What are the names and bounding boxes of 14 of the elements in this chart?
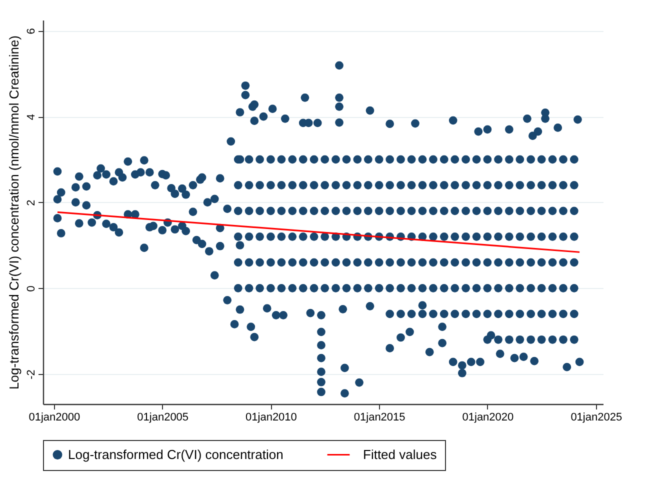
- y-tick-label: 6: [26, 28, 38, 34]
- x-tick-label: 01jan2025: [570, 412, 622, 424]
- legend-label: Fitted values: [363, 446, 438, 462]
- y-tick-label: 4: [26, 114, 38, 120]
- x-tick-label: 01jan2020: [462, 412, 514, 424]
- y-tick-label: -2: [26, 370, 38, 380]
- x-tick-label: 01jan2010: [246, 412, 297, 424]
- x-tick-label: 01jan2000: [28, 412, 80, 424]
- x-tick-label: 01jan2015: [354, 412, 406, 424]
- y-tick-label: 2: [26, 200, 38, 206]
- y-tick-label: 0: [26, 286, 38, 292]
- x-tick-label: 01jan2005: [137, 412, 189, 424]
- legend-label: Log-transformed Cr(VI) concentration: [68, 446, 284, 462]
- y-axis-title: Log-transformed Cr(VI) concentration (nmol/mmol Creatinine): [6, 35, 22, 390]
